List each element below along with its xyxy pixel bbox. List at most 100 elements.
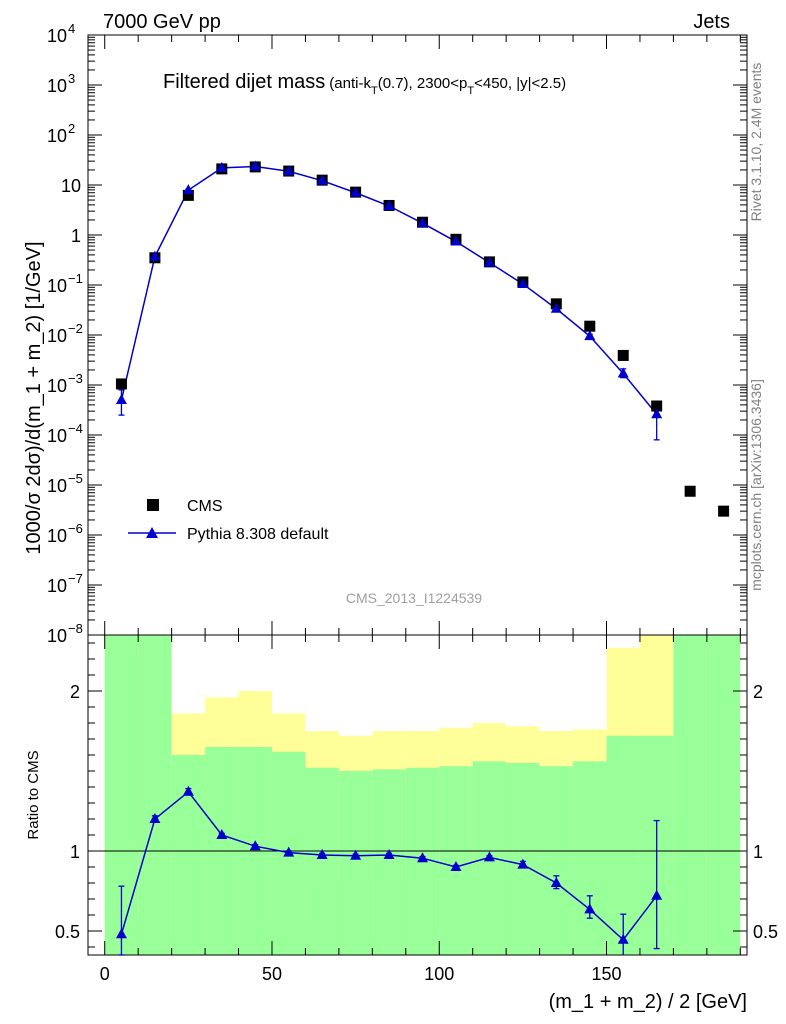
pythia-data-point [283, 165, 295, 176]
legend-pythia-label: Pythia 8.308 default [187, 526, 329, 543]
x-tick-label: 100 [424, 964, 454, 984]
pythia-data-point [216, 161, 228, 172]
main-y-tick-exp: −6 [68, 521, 83, 536]
pythia-data-point [249, 160, 261, 171]
ratio-y-tick-label-right: 1 [753, 842, 763, 862]
main-y-tick-label: 10 −4 [47, 421, 83, 446]
pythia-ratio-point [283, 846, 295, 857]
main-y-tick-base: 10 [47, 426, 67, 446]
x-axis-label: (m_1 + m_2) / 2 [GeV] [549, 991, 747, 1013]
pythia-ratio-point [550, 877, 562, 887]
main-y-tick-label: 10 −1 [47, 271, 83, 296]
main-y-tick-base: 10 [47, 576, 67, 596]
main-y-tick-label: 10 −6 [47, 521, 83, 546]
pythia-data-point [149, 250, 161, 261]
pythia-ratio-point [115, 928, 127, 939]
pythia-data-point [182, 184, 194, 195]
pythia-data-point [115, 394, 127, 405]
pythia-data-point [383, 200, 395, 211]
chart-title: Filtered dijet mass (anti-kT(0.7), 2300<p… [163, 71, 566, 97]
main-y-tick-exp: 3 [68, 71, 75, 86]
legend-pythia-marker [146, 527, 158, 538]
x-tick-label: 50 [262, 964, 282, 984]
green-band-bin [673, 635, 707, 955]
ratio-plot-frame [87, 634, 748, 956]
main-data-marks [115, 160, 730, 517]
main-y-tick-exp: −3 [68, 371, 83, 386]
main-y-tick-exp: −1 [68, 271, 83, 286]
main-y-tick-base: 10 [47, 326, 67, 346]
green-band-bin [372, 769, 406, 955]
main-y-tick-label: 10 4 [47, 21, 75, 46]
legend-cms-label: CMS [187, 498, 223, 515]
main-y-tick-base: 10 [47, 476, 67, 496]
pythia-data-point [450, 235, 462, 246]
main-y-tick-base: 10 [47, 526, 67, 546]
main-y-tick-label: 10 −8 [47, 621, 83, 646]
ratio-y-tick-label: 1 [70, 842, 80, 862]
main-y-tick-base: 10 [47, 126, 67, 146]
pythia-data-point [316, 174, 328, 185]
pythia-ratio-point [383, 849, 395, 859]
main-y-tick-label: 10 −5 [47, 471, 83, 496]
main-y-tick-base: 10 [47, 26, 67, 46]
green-band-bin [706, 635, 741, 955]
pythia-data-point [651, 408, 663, 419]
main-y-tick-label: 10 −2 [47, 321, 83, 346]
legend: CMS Pythia 8.308 default [128, 498, 329, 543]
cms-data-point [115, 378, 127, 390]
pythia-ratio-point [651, 889, 663, 900]
main-y-tick-exp: −2 [68, 321, 83, 336]
pythia-ratio-point [149, 813, 161, 823]
pythia-data-point [417, 217, 429, 228]
pythia-ratio-point [316, 849, 328, 859]
cms-data-point [684, 485, 696, 497]
main-y-tick-label: 10 −3 [47, 371, 83, 396]
main-y-tick-label: 1 [71, 226, 81, 246]
ratio-y-axis-label: Ratio to CMS [25, 750, 42, 839]
green-band-bin [539, 766, 574, 955]
main-y-tick-label: 10 2 [47, 121, 75, 146]
green-band-bin [138, 635, 172, 955]
main-y-tick-base: 1 [71, 226, 81, 246]
cms-data-point [182, 189, 194, 201]
header-right-label: Jets [693, 11, 730, 33]
chart-title-main: Filtered dijet mass [163, 71, 325, 93]
pythia-ratio-point [249, 840, 261, 851]
main-y-tick-base: 10 [61, 176, 81, 196]
main-y-tick-exp: −5 [68, 471, 83, 486]
main-y-tick-base: 10 [47, 76, 67, 96]
main-y-tick-base: 10 [47, 276, 67, 296]
green-band-bin [171, 755, 206, 955]
green-band-bin [439, 766, 473, 955]
chart-title-sub-b: T [467, 85, 474, 97]
pythia-data-point [350, 186, 362, 197]
cms-data-point [617, 349, 629, 361]
green-band-bin [305, 767, 339, 955]
pythia-ratio-point [517, 858, 529, 869]
main-y-tick-label: 10 [61, 176, 81, 196]
pythia-data-point [617, 367, 629, 378]
pythia-ratio-point [216, 829, 228, 839]
main-y-tick-exp: −4 [68, 421, 83, 436]
pythia-ratio-point [350, 849, 362, 860]
pythia-ratio-point [584, 903, 596, 914]
chart-title-detail-a: (anti-k [329, 75, 371, 92]
ratio-data-marks [115, 785, 663, 956]
main-y-tick-exp: 4 [68, 21, 75, 36]
analysis-watermark: CMS_2013_I1224539 [346, 590, 482, 606]
pythia-ratio-point [450, 861, 462, 871]
ratio-y-tick-label: 0.5 [55, 922, 80, 942]
main-y-tick-base: 10 [47, 376, 67, 396]
chart-title-sub-a: T [371, 85, 378, 97]
cms-data-point [718, 505, 730, 517]
pythia-data-point [517, 277, 529, 288]
green-band-bin [573, 761, 607, 955]
cms-data-point [651, 400, 663, 412]
chart-title-detail-c: <450, |y|<2.5) [474, 75, 566, 92]
x-tick-label: 0 [100, 964, 110, 984]
main-y-tick-base: 10 [47, 626, 67, 646]
main-y-tick-exp: 2 [68, 121, 75, 136]
